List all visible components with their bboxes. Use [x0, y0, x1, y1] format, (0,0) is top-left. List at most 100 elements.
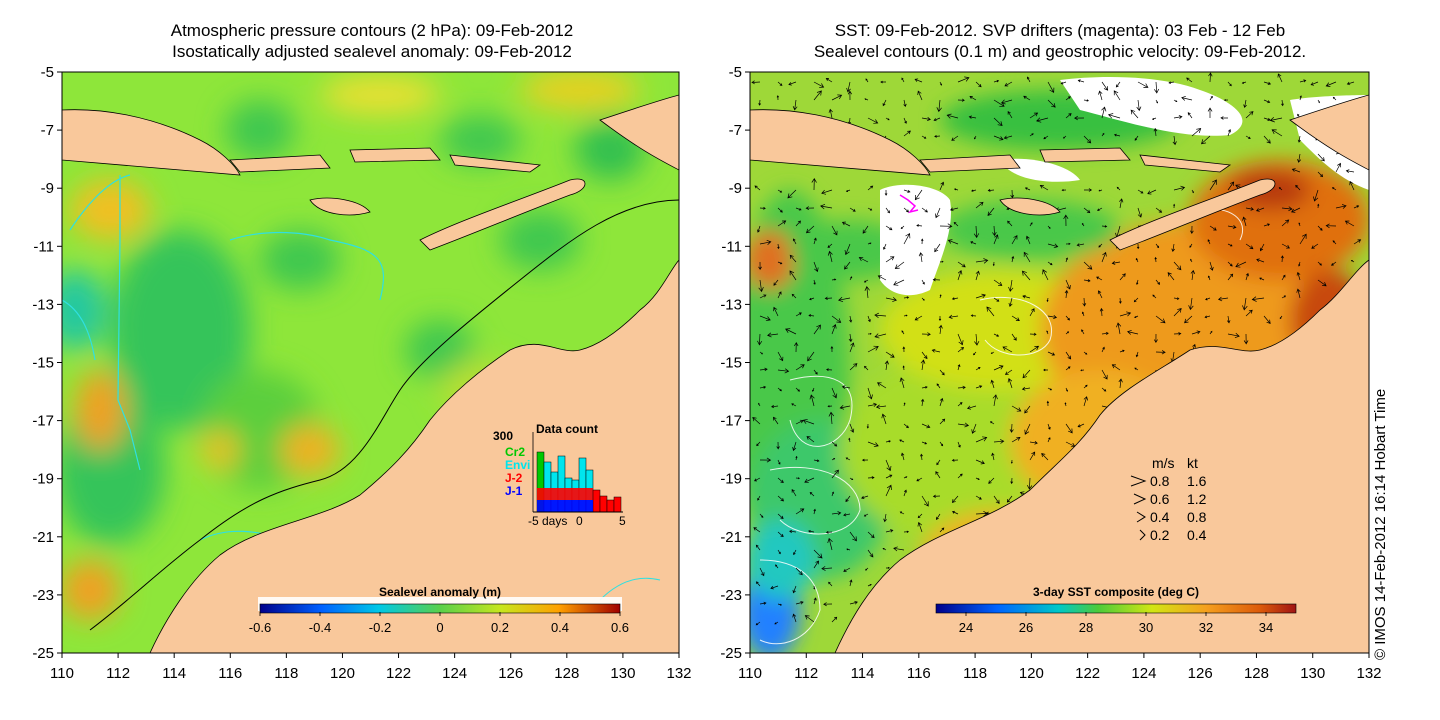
velocity-arrow [957, 364, 961, 371]
velocity-arrow [791, 293, 797, 299]
vel-legend-ms: 0.8 [1150, 473, 1170, 489]
velocity-arrow [932, 494, 941, 498]
velocity-arrow [866, 423, 869, 429]
velocity-arrow [936, 383, 941, 389]
velocity-arrow [936, 459, 941, 466]
velocity-arrow [1181, 95, 1193, 101]
velocity-arrow [885, 207, 891, 214]
right-ytick-label: -25 [720, 645, 742, 662]
velocity-arrow [1077, 423, 1085, 428]
right-xtick-label: 110 [738, 665, 762, 682]
velocity-arrow [990, 351, 995, 354]
velocity-arrow [1021, 270, 1031, 281]
velocity-arrow [861, 495, 869, 499]
velocity-arrow [1263, 315, 1271, 325]
left-xtick-label: 128 [554, 665, 579, 682]
velocity-arrow [792, 441, 797, 452]
velocity-arrow [1317, 99, 1320, 104]
velocity-arrow [867, 476, 875, 480]
velocity-arrow [1023, 251, 1031, 263]
velocity-arrow [1011, 405, 1022, 412]
velocity-arrow [862, 225, 869, 234]
sla-cb-tick-label: 0.4 [551, 620, 569, 635]
velocity-arrow [1065, 387, 1068, 392]
velocity-arrow [1245, 243, 1254, 250]
velocity-arrow [777, 243, 780, 250]
velocity-arrow [811, 178, 817, 191]
velocity-arrow [1295, 184, 1301, 191]
velocity-arrow [1173, 185, 1186, 191]
velocity-arrow [1349, 180, 1355, 191]
velocity-arrow [831, 324, 837, 335]
velocity-arrow [831, 225, 838, 236]
velocity-arrow [1097, 207, 1103, 211]
velocity-arrow [1064, 402, 1067, 407]
velocity-arrow [1083, 396, 1089, 407]
velocity-arrow [1173, 261, 1182, 271]
velocity-arrow [1207, 275, 1211, 281]
sla-cb-tick-label: -0.6 [249, 620, 271, 635]
velocity-arrow [825, 530, 833, 534]
right-ytick-label: -13 [720, 296, 742, 313]
velocity-arrow [885, 459, 892, 472]
velocity-arrow [813, 237, 817, 245]
velocity-arrow [1191, 128, 1202, 137]
velocity-arrow [947, 239, 959, 245]
velocity-arrow [759, 206, 766, 210]
left-xtick-label: 124 [442, 665, 467, 682]
right-ytick-label: -9 [729, 180, 742, 197]
velocity-arrow [920, 359, 926, 371]
velocity-arrow [884, 360, 890, 371]
velocity-arrow [1235, 261, 1247, 268]
credit-text: © IMOS 14-Feb-2012 16:14 Hobart Time [1372, 388, 1389, 660]
velocity-arrow [914, 189, 923, 201]
velocity-arrow [795, 220, 801, 227]
left-ytick-label: -5 [41, 64, 54, 81]
velocity-arrow [921, 441, 928, 445]
velocity-arrow [931, 348, 941, 353]
velocity-arrow [1227, 129, 1232, 137]
sla-cb-tick-label: 0.2 [491, 620, 509, 635]
velocity-arrow [1311, 243, 1319, 249]
velocity-arrow [1281, 99, 1284, 107]
velocity-arrow [1245, 207, 1254, 211]
velocity-arrow [1353, 205, 1360, 209]
velocity-arrow [813, 369, 818, 375]
velocity-arrow [1137, 81, 1149, 88]
sst-cb-tick-label: 32 [1199, 620, 1213, 635]
velocity-arrow [813, 560, 819, 569]
velocity-arrow [831, 458, 836, 461]
left-ytick-label: -19 [32, 471, 54, 488]
svp-drifter-track [899, 194, 919, 214]
velocity-arrow [1353, 239, 1362, 245]
velocity-arrow [903, 296, 910, 299]
dc-legend-j-2: J-2 [505, 471, 523, 485]
velocity-arrow [1168, 81, 1175, 85]
velocity-arrow [1111, 364, 1121, 371]
velocity-arrow [1047, 387, 1053, 391]
velocity-arrow [1024, 405, 1031, 414]
velocity-arrow [1025, 235, 1031, 245]
velocity-arrow [813, 585, 816, 590]
velocity-arrow [877, 382, 887, 389]
velocity-arrow [1022, 294, 1031, 299]
velocity-arrow [759, 294, 767, 299]
velocity-arrow [755, 581, 761, 587]
right-ytick-label: -15 [720, 355, 742, 372]
velocity-arrow [903, 423, 909, 429]
velocity-arrow [1115, 81, 1121, 88]
left-ytick-label: -23 [32, 587, 54, 604]
velocity-arrow [1046, 297, 1049, 303]
velocity-arrow [914, 315, 923, 321]
velocity-arrow [1133, 297, 1139, 303]
velocity-arrow [1227, 332, 1240, 339]
velocity-arrow [1036, 117, 1049, 123]
velocity-arrow [1008, 297, 1013, 307]
velocity-arrow [1083, 261, 1093, 270]
velocity-arrow [841, 221, 851, 227]
vel-legend-kt: 0.4 [1187, 527, 1207, 543]
velocity-arrow [1084, 188, 1093, 192]
velocity-arrow [867, 387, 873, 400]
velocity-arrow [831, 511, 842, 516]
velocity-arrow [921, 117, 931, 122]
